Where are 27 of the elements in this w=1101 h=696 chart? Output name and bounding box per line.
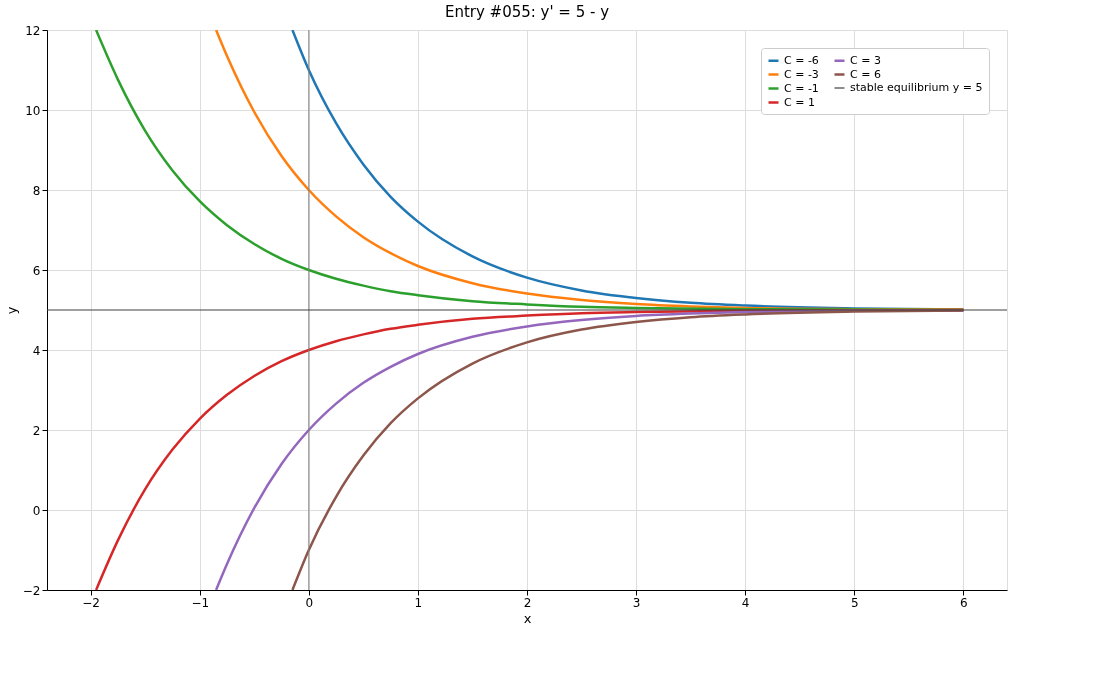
x-tick-label: −1 [191,595,210,610]
y-tick-label: 6 [32,263,41,278]
y-tick-label: 10 [25,103,41,118]
x-tick-label: 1 [414,595,423,610]
y-tick-label: 4 [32,343,41,358]
x-tick-label: 3 [632,595,641,610]
x-tick-label: 5 [850,595,859,610]
legend-label: C = -3 [784,67,819,81]
y-tick-label: 0 [32,503,41,518]
legend-label: C = 3 [850,53,881,67]
y-tick-label: 2 [32,423,41,438]
y-tick-label: −2 [22,583,41,598]
legend-label: C = 1 [784,95,815,109]
legend-label: stable equilibrium y = 5 [850,81,983,94]
y-axis-title: y [3,306,19,315]
x-tick-label: 4 [741,595,750,610]
x-axis-title: x [523,610,532,626]
chart-title: Entry #055: y' = 5 - y [444,3,610,21]
x-tick-label: 0 [305,595,314,610]
x-tick-label: −2 [82,595,100,610]
x-tick-label: 2 [523,595,532,610]
legend-label: C = 6 [850,67,881,81]
legend-label: C = -6 [784,53,819,67]
y-tick-label: 12 [25,23,41,38]
x-tick-label: 6 [960,595,968,610]
legend-label: C = -1 [784,81,819,95]
y-tick-label: 8 [32,183,41,198]
